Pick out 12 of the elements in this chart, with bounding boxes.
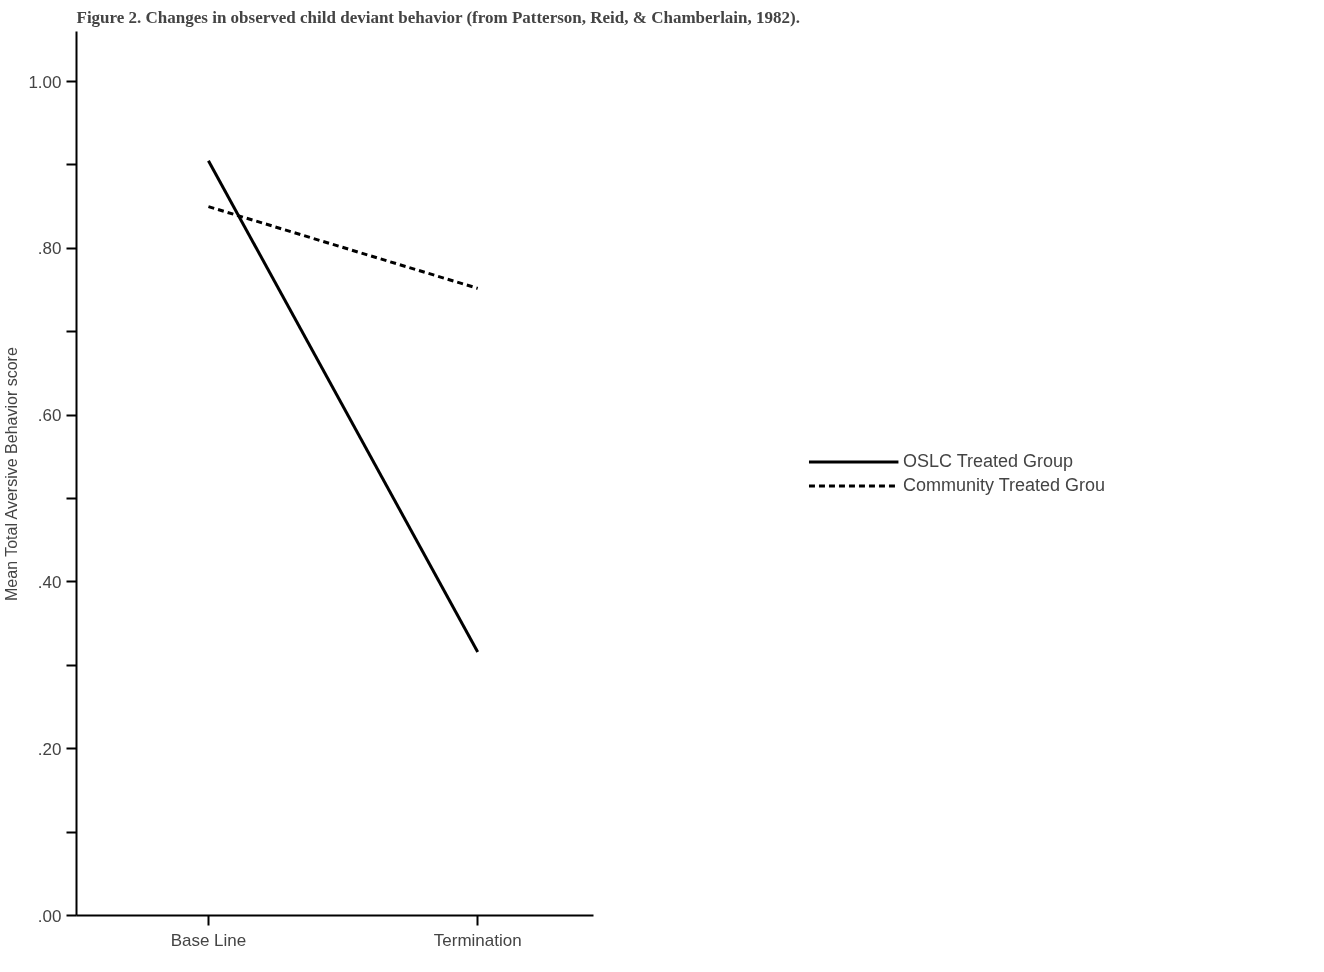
x-tick-label: Termination (433, 930, 522, 950)
y-tick-label: .00 (37, 906, 62, 926)
x-tick-label: Base Line (170, 930, 247, 950)
chart-title: Figure 2. Changes in observed child deviant behavior (from Patterson, Reid, & Chamberlain, 1982). (76, 7, 800, 27)
y-tick-label: .60 (37, 406, 62, 426)
y-tick-label: 1.00 (28, 72, 62, 92)
y-tick-label: .80 (37, 239, 62, 259)
y-axis-title: Mean Total Aversive Behavior score (3, 347, 21, 601)
y-tick-label: .20 (37, 739, 62, 759)
legend-label: Community Treated Grou (902, 474, 1106, 496)
y-tick-label: .40 (37, 572, 62, 592)
legend-label: OSLC Treated Group (902, 450, 1074, 472)
